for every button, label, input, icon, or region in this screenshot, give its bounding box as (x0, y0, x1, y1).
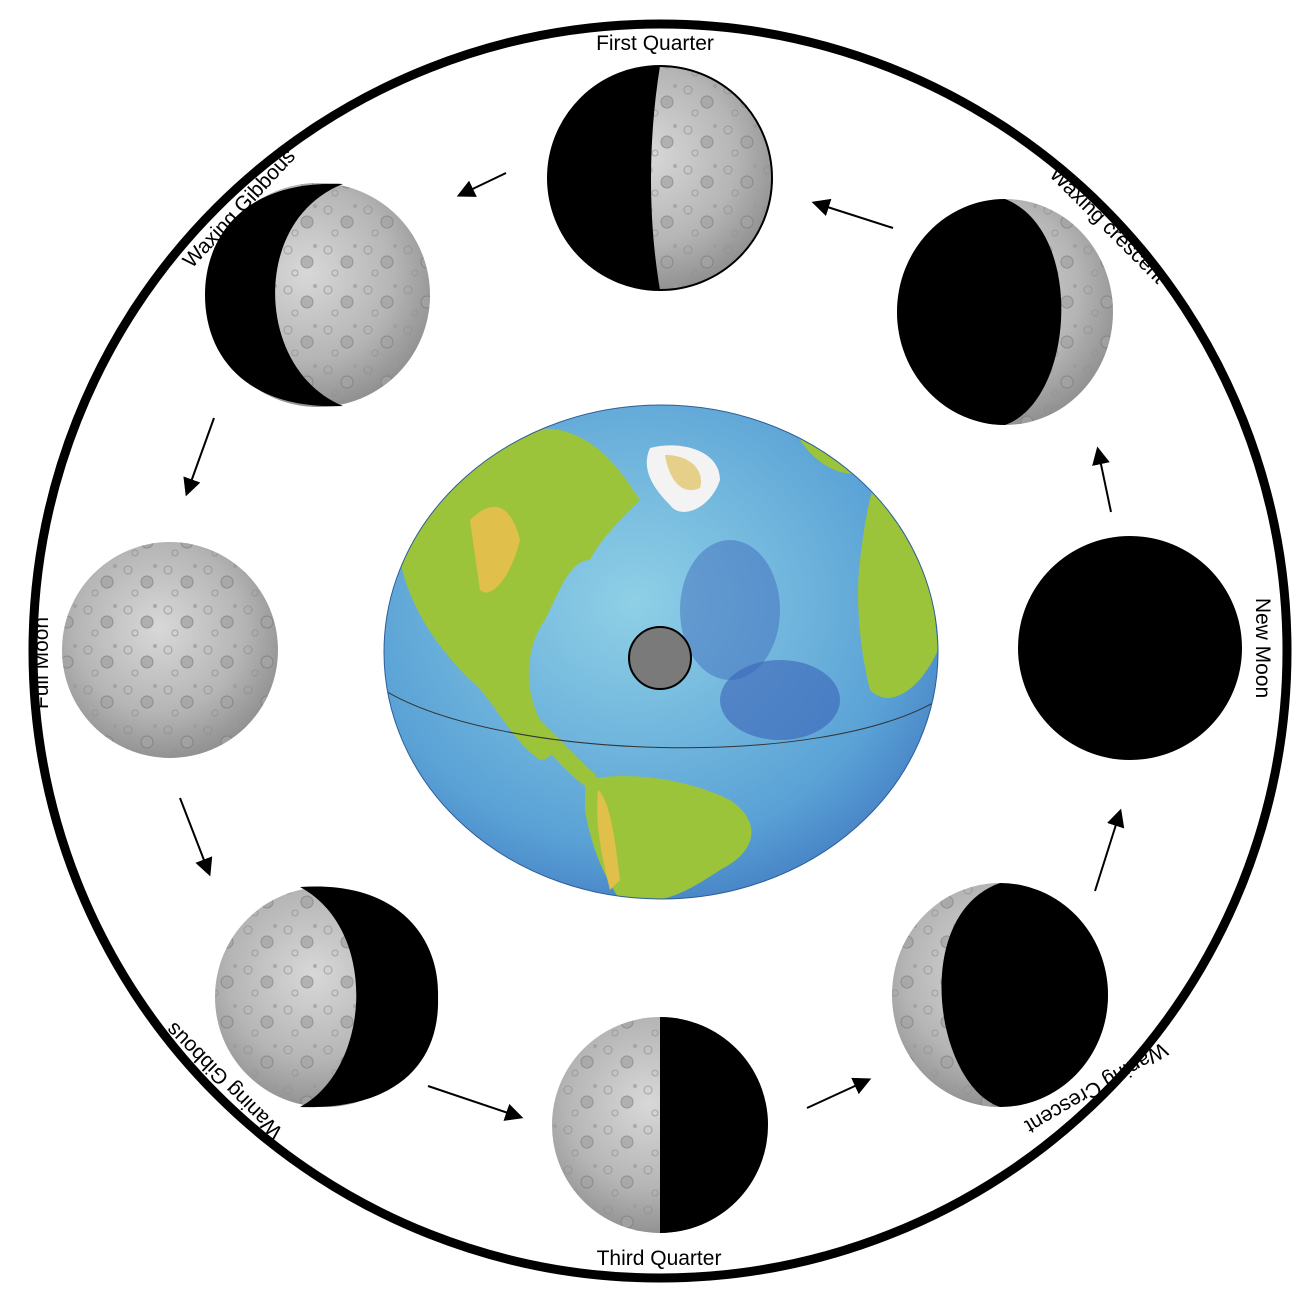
moon-third-quarter (552, 1017, 768, 1233)
moon-waning-crescent (892, 883, 1108, 1107)
moon-full-moon (62, 542, 278, 758)
arrow-waxing-gibbous-to-full-moon (183, 417, 215, 497)
moon-waning-gibbous (215, 886, 439, 1108)
observer-marker (628, 626, 692, 690)
moon-new-moon (1018, 536, 1242, 760)
arrow-new-moon-to-waxing-crescent (1092, 446, 1112, 513)
moon-waxing-gibbous (205, 183, 430, 407)
moon-first-quarter (547, 65, 773, 291)
arrow-waning-crescent-to-new-moon (1094, 808, 1125, 892)
progression-arrows (179, 172, 1125, 1121)
label-first-quarter: First Quarter (596, 32, 714, 55)
arrow-waning-gibbous-to-third-quarter (427, 1085, 524, 1121)
label-third-quarter: Third Quarter (597, 1247, 722, 1270)
arrow-full-moon-to-waning-gibbous (179, 797, 213, 877)
label-full-moon: Full Moon (30, 617, 53, 709)
arrow-waxing-crescent-to-first-quarter (811, 198, 894, 229)
arrow-first-quarter-to-waxing-gibbous (456, 172, 507, 197)
label-new-moon: New Moon (1251, 598, 1274, 698)
arrow-third-quarter-to-waning-crescent (806, 1077, 872, 1109)
moon-waxing-crescent (897, 199, 1113, 425)
